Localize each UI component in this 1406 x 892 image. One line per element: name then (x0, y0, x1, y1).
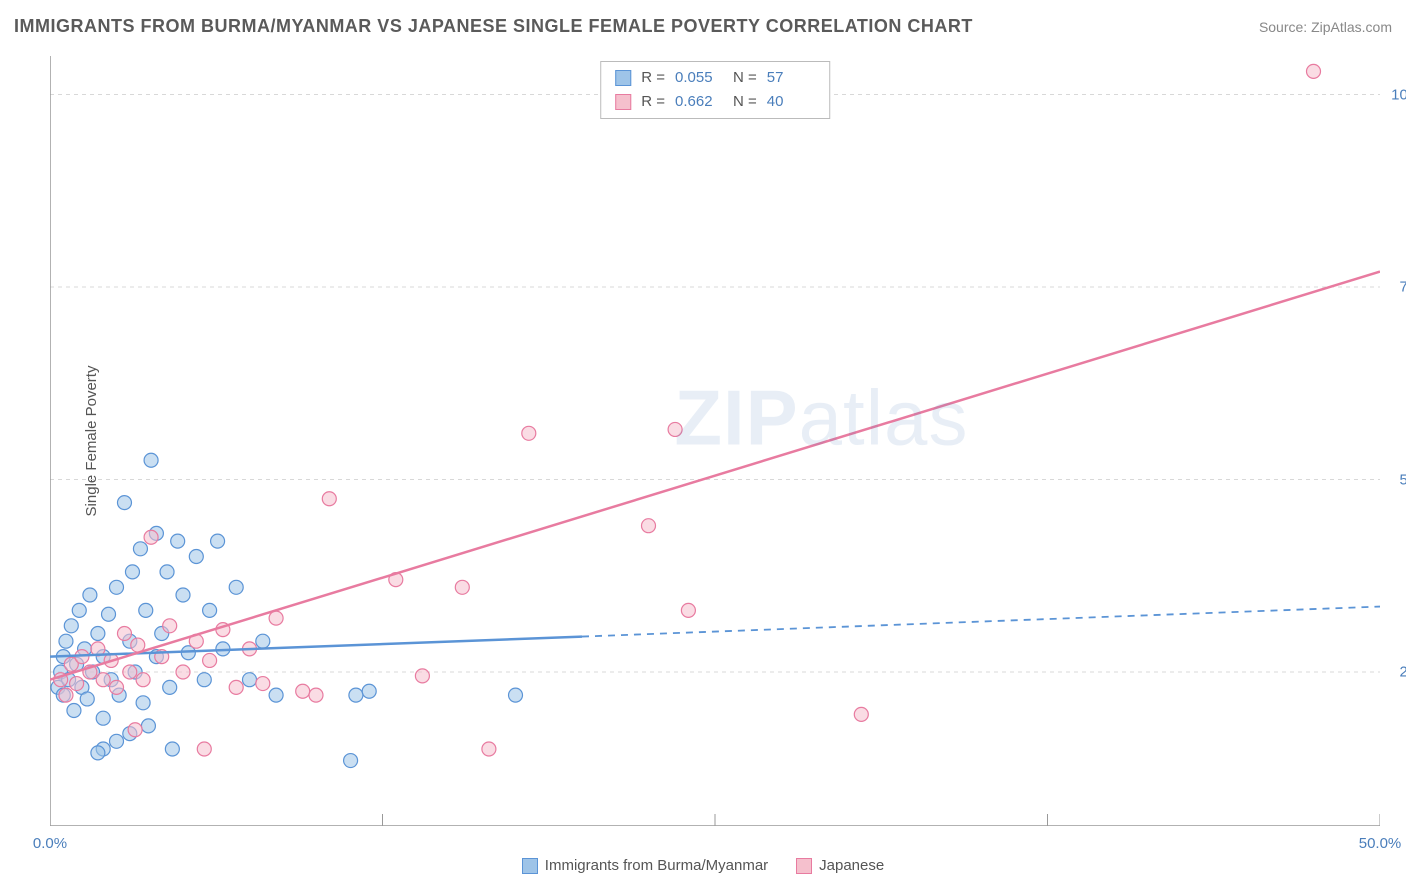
bottom-legend: Immigrants from Burma/Myanmar Japanese (0, 857, 1406, 874)
swatch-icon (522, 858, 538, 874)
scatter-plot (50, 56, 1380, 826)
stats-row-0: R = 0.055 N = 57 (615, 66, 815, 90)
stats-legend-box: R = 0.055 N = 57 R = 0.662 N = 40 (600, 61, 830, 119)
stats-row-1: R = 0.662 N = 40 (615, 90, 815, 114)
y-tick-label: 75.0% (1399, 279, 1406, 296)
chart-area: Single Female Poverty R = 0.055 N = 57 R… (50, 56, 1380, 826)
source-label: Source: ZipAtlas.com (1259, 19, 1392, 35)
x-tick-label: 50.0% (1359, 835, 1402, 852)
swatch-icon (615, 70, 631, 86)
legend-item-0: Immigrants from Burma/Myanmar (522, 857, 768, 874)
legend-item-1: Japanese (796, 857, 884, 874)
swatch-icon (615, 94, 631, 110)
header: IMMIGRANTS FROM BURMA/MYANMAR VS JAPANES… (14, 16, 1392, 37)
chart-title: IMMIGRANTS FROM BURMA/MYANMAR VS JAPANES… (14, 16, 973, 37)
y-tick-label: 50.0% (1399, 471, 1406, 488)
y-tick-label: 100.0% (1391, 86, 1406, 103)
x-tick-label: 0.0% (33, 835, 67, 852)
y-tick-label: 25.0% (1399, 664, 1406, 681)
swatch-icon (796, 858, 812, 874)
